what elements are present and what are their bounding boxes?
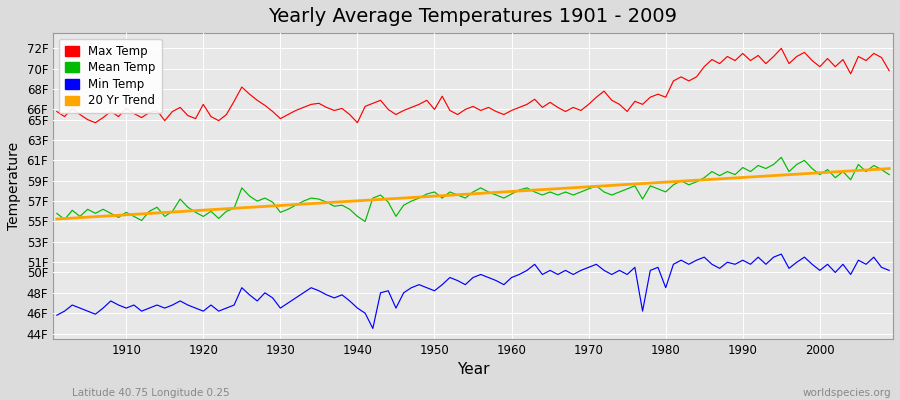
X-axis label: Year: Year [457,362,490,377]
Legend: Max Temp, Mean Temp, Min Temp, 20 Yr Trend: Max Temp, Mean Temp, Min Temp, 20 Yr Tre… [58,39,162,113]
Y-axis label: Temperature: Temperature [7,142,21,230]
Title: Yearly Average Temperatures 1901 - 2009: Yearly Average Temperatures 1901 - 2009 [268,7,678,26]
Text: worldspecies.org: worldspecies.org [803,388,891,398]
Text: Latitude 40.75 Longitude 0.25: Latitude 40.75 Longitude 0.25 [72,388,230,398]
